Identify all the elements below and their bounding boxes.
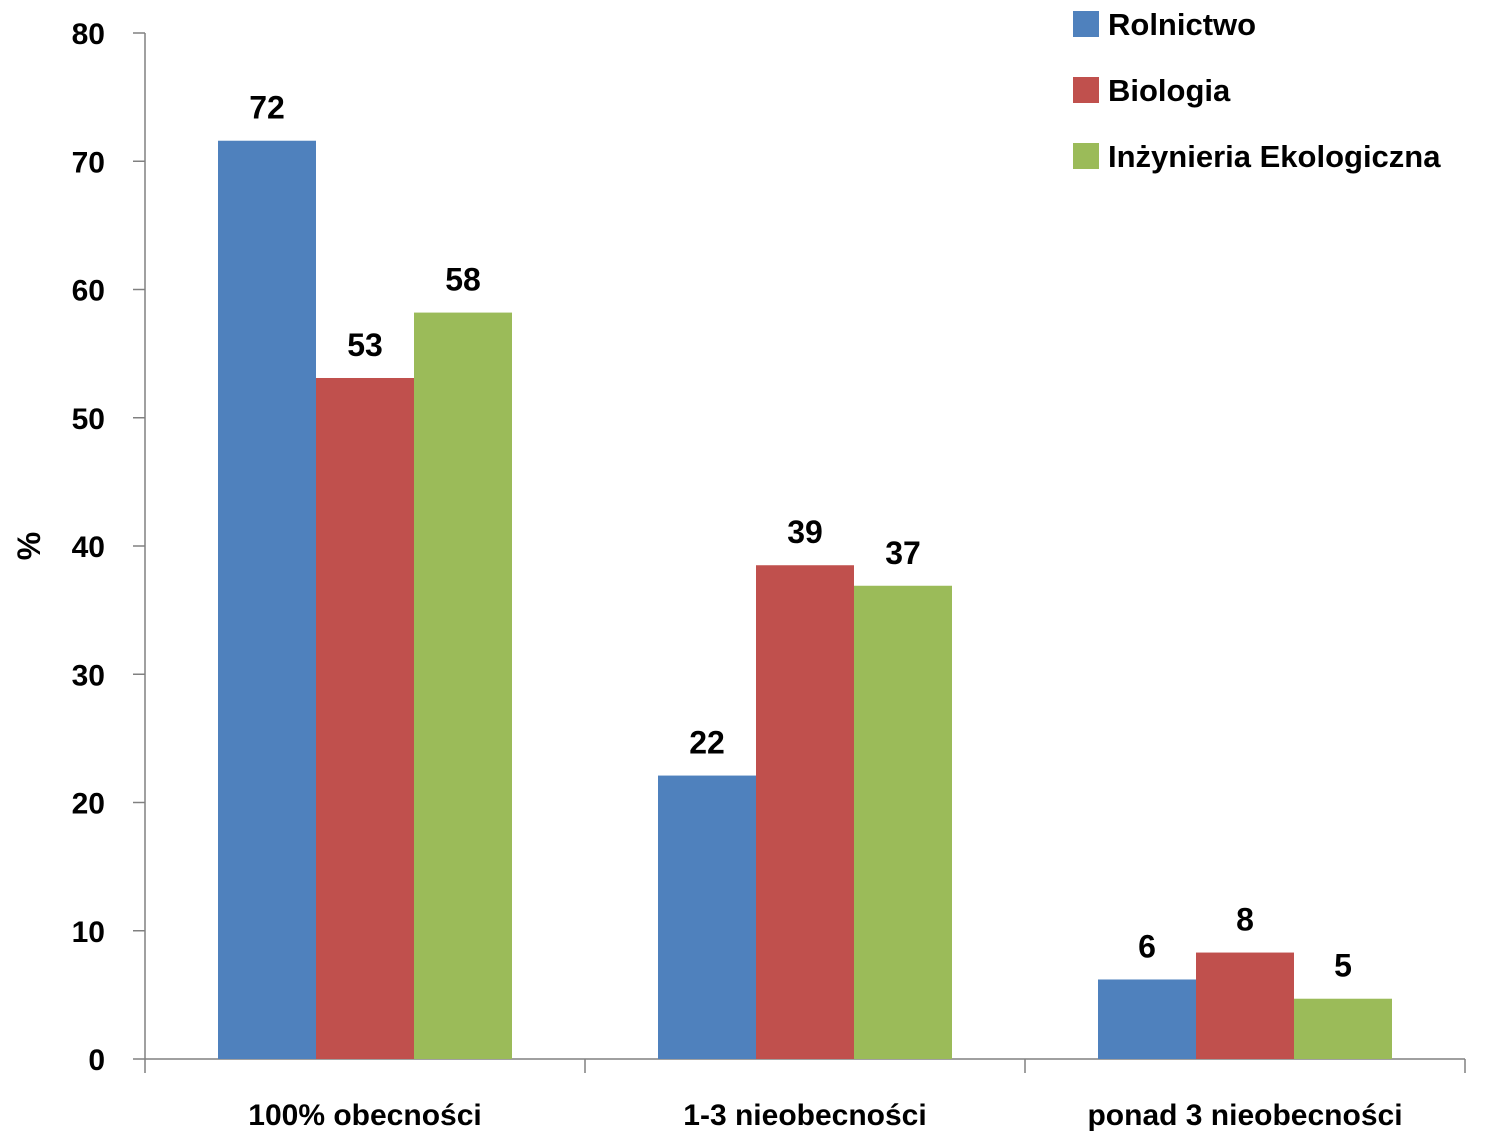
- bar: [1294, 998, 1392, 1059]
- bar-value-label: 5: [1334, 948, 1352, 984]
- x-category-label: 100% obecności: [248, 1099, 481, 1132]
- legend: Rolnictwo Biologia Inżynieria Ekologiczna: [1073, 7, 1441, 174]
- bar: [414, 312, 512, 1060]
- bar-value-label: 22: [689, 725, 725, 761]
- y-tick-label: 20: [72, 788, 105, 821]
- y-tick-label: 40: [72, 531, 105, 564]
- bar: [1196, 952, 1294, 1059]
- bar-value-label: 53: [347, 327, 383, 363]
- y-axis-title: %: [11, 532, 47, 560]
- bar-value-label: 39: [787, 514, 823, 550]
- y-tick-label: 60: [72, 275, 105, 308]
- legend-label: Biologia: [1108, 73, 1231, 108]
- y-tick-label: 0: [88, 1044, 105, 1077]
- bar-value-label: 72: [249, 90, 285, 126]
- x-category-label: ponad 3 nieobecności: [1087, 1099, 1402, 1132]
- y-tick-label: 30: [72, 659, 105, 692]
- bar-value-label: 6: [1138, 928, 1156, 964]
- bar: [756, 565, 854, 1059]
- legend-swatch: [1073, 143, 1099, 169]
- legend-label: Rolnictwo: [1108, 7, 1256, 42]
- bar-value-label: 8: [1236, 902, 1254, 938]
- x-category-label: 1-3 nieobecności: [683, 1099, 926, 1132]
- bar-value-label: 58: [445, 262, 481, 298]
- y-tick-label: 50: [72, 403, 105, 436]
- bar: [658, 775, 756, 1059]
- y-tick-label: 10: [72, 916, 105, 949]
- bar: [1098, 979, 1196, 1059]
- bar: [854, 585, 952, 1059]
- legend-swatch: [1073, 11, 1099, 37]
- y-tick-label: 80: [72, 18, 105, 51]
- legend-label: Inżynieria Ekologiczna: [1108, 139, 1441, 174]
- bar: [218, 140, 316, 1060]
- bars: [218, 140, 1392, 1060]
- data-labels: 72 53 58 22 39 37 6 8 5: [249, 90, 1352, 984]
- bar-value-label: 37: [885, 535, 921, 571]
- legend-swatch: [1073, 77, 1099, 103]
- bar: [316, 377, 414, 1059]
- axes: 0 10 20 30 40 50 60 70 80% 100% obecności 1-3 nieo…: [11, 18, 1466, 1132]
- y-tick-label: 70: [72, 146, 105, 179]
